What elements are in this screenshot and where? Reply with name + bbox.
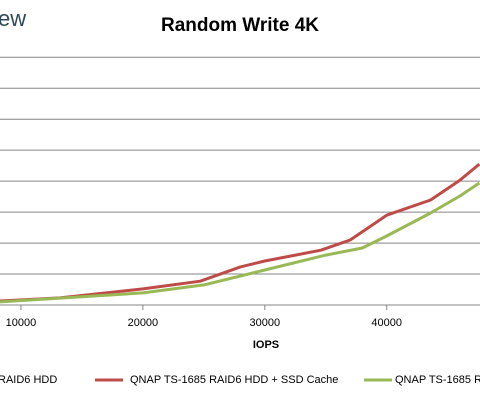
legend-label: QNAP TS-1685 RAID6 HDD + SSD Cache (130, 374, 338, 386)
logo: ew (0, 6, 26, 31)
chart-title: Random Write 4K (161, 15, 319, 36)
series-line (0, 162, 480, 303)
x-tick-label: 10000 (6, 317, 37, 329)
series-line (0, 181, 480, 304)
legend-label: QNAP TS-1685 R (395, 374, 480, 386)
legend-fragment: RAID6 HDD (0, 374, 57, 386)
x-tick-label: 40000 (371, 317, 402, 329)
x-tick-label: 30000 (250, 317, 281, 329)
x-tick-label: 20000 (128, 317, 159, 329)
x-axis-label: IOPS (253, 339, 279, 351)
